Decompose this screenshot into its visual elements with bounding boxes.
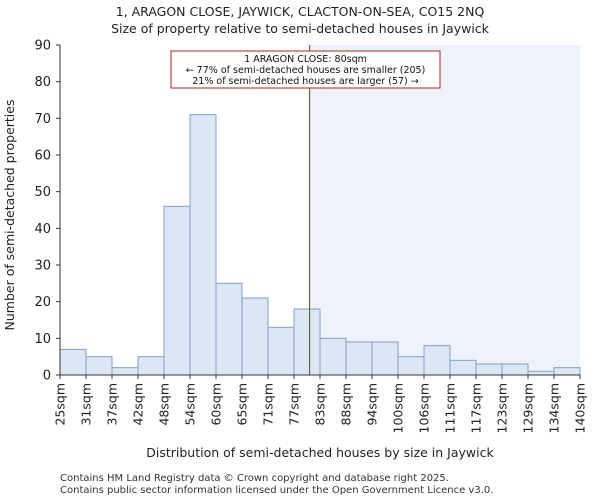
y-tick-label: 20: [34, 295, 51, 310]
x-tick-label: 54sqm: [183, 383, 198, 426]
histogram-bar: [449, 359, 477, 376]
histogram-bar: [267, 326, 295, 376]
annotation-box: 1 ARAGON CLOSE: 80sqm ← 77% of semi-deta…: [170, 50, 441, 89]
x-tick-label: 117sqm: [469, 383, 484, 433]
histogram-bar: [397, 356, 425, 376]
histogram-bar: [85, 356, 113, 376]
x-tick-label: 31sqm: [79, 383, 94, 426]
x-tick-label: 106sqm: [417, 383, 432, 433]
histogram-bar: [371, 341, 399, 376]
annotation-line-1: 1 ARAGON CLOSE: 80sqm: [244, 54, 367, 65]
histogram-bar: [241, 297, 269, 376]
x-tick-label: 60sqm: [209, 383, 224, 426]
x-tick-label: 77sqm: [287, 383, 302, 426]
histogram-chart: 0 10 20 30 40 50 60 70 80 90 25sqm 31sqm 37sqm 42sqm 4…: [2, 39, 588, 461]
x-tick-label: 111sqm: [443, 383, 458, 433]
histogram-bar: [215, 282, 243, 376]
x-tick-label: 134sqm: [547, 383, 562, 433]
footer-line-1: Contains HM Land Registry data © Crown c…: [60, 473, 449, 484]
x-tick-label: 140sqm: [573, 383, 588, 433]
x-tick-label: 83sqm: [313, 383, 328, 426]
y-tick-label: 10: [34, 332, 51, 347]
chart-title: 1, ARAGON CLOSE, JAYWICK, CLACTON-ON-SEA…: [115, 4, 485, 19]
histogram-bar: [501, 363, 529, 376]
histogram-bar: [293, 308, 321, 376]
histogram-bar: [423, 345, 451, 376]
annotation-line-2: ← 77% of semi-detached houses are smalle…: [186, 65, 426, 76]
histogram-bar: [475, 363, 503, 376]
histogram-bar: [137, 356, 165, 376]
x-tick-label: 129sqm: [521, 383, 536, 433]
histogram-bar: [319, 337, 347, 376]
histogram-bar: [527, 370, 555, 376]
histogram-bar: [189, 114, 217, 376]
y-axis-label: Number of semi-detached properties: [2, 100, 17, 331]
x-tick-label: 25sqm: [53, 383, 68, 426]
x-tick-label: 71sqm: [261, 383, 276, 426]
x-tick-label: 65sqm: [235, 383, 250, 426]
histogram-bar: [553, 367, 581, 376]
x-tick-label: 123sqm: [495, 383, 510, 433]
y-tick-label: 90: [34, 39, 51, 54]
y-tick-label: 30: [34, 259, 51, 274]
x-axis-label: Distribution of semi-detached houses by …: [146, 445, 494, 460]
y-tick-label: 60: [34, 149, 51, 164]
x-tick-label: 94sqm: [365, 383, 380, 426]
histogram-bar: [345, 341, 373, 376]
x-tick-label: 100sqm: [391, 383, 406, 433]
chart-subtitle: Size of property relative to semi-detach…: [111, 21, 489, 36]
x-tick-label: 37sqm: [105, 383, 120, 426]
y-tick-label: 70: [34, 112, 51, 127]
histogram-bar: [111, 367, 139, 376]
y-tick-label: 0: [43, 369, 51, 384]
annotation-frame: [170, 50, 441, 89]
x-tick-label: 42sqm: [131, 383, 146, 426]
y-tick-label: 40: [34, 222, 51, 237]
y-tick-label: 50: [34, 185, 51, 200]
larger-region-shade: [309, 45, 580, 375]
x-tick-label: 88sqm: [339, 383, 354, 426]
histogram-bar: [59, 348, 87, 376]
x-tick-label: 48sqm: [157, 383, 172, 426]
annotation-line-3: 21% of semi-detached houses are larger (…: [192, 76, 419, 87]
y-tick-label: 80: [34, 75, 51, 90]
footer-line-2: Contains public sector information licen…: [60, 485, 494, 496]
histogram-bar: [163, 205, 191, 376]
